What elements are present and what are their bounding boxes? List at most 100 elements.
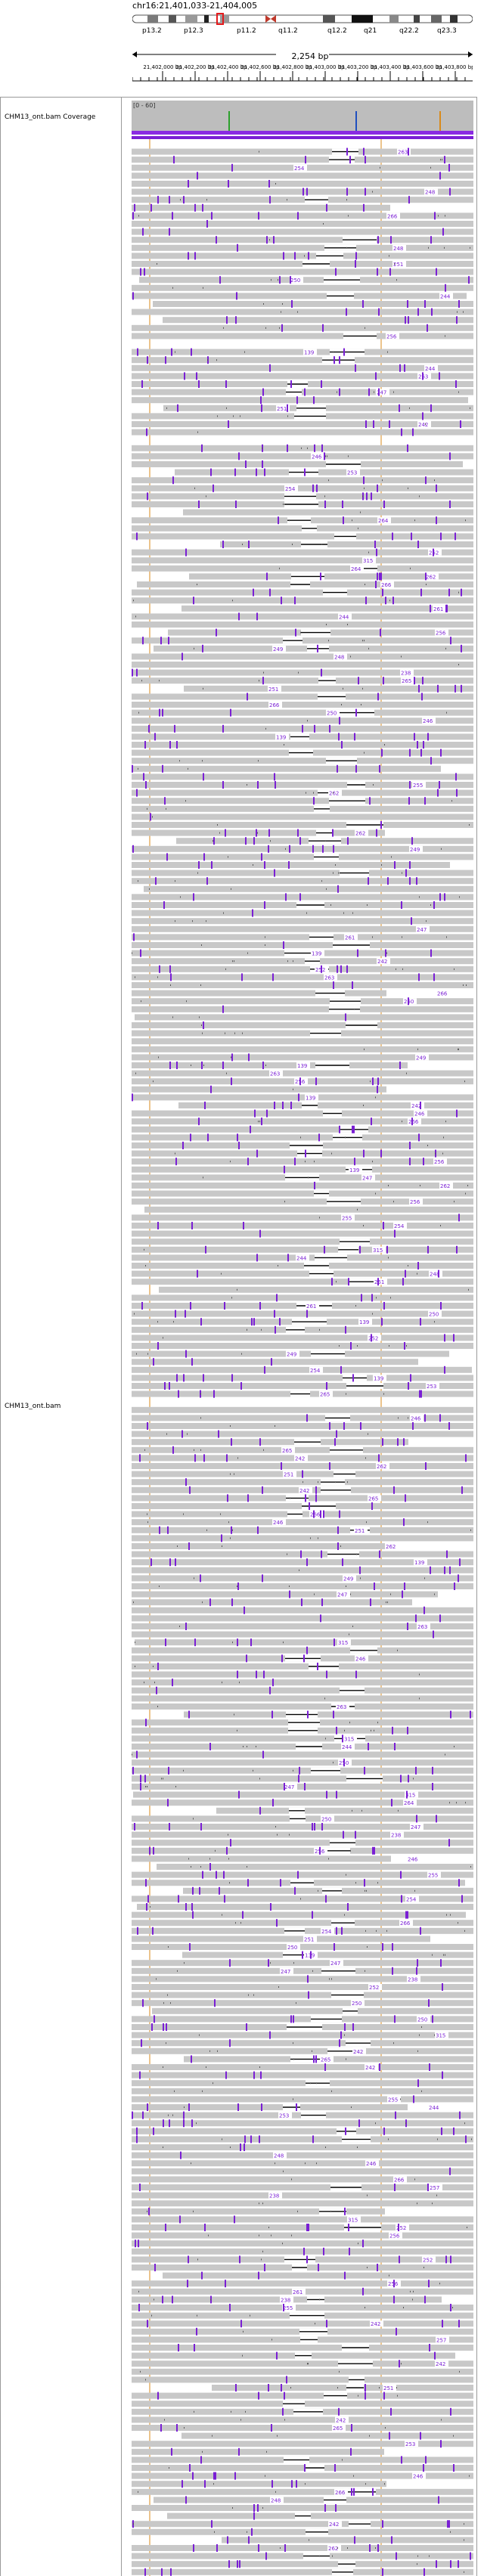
insertion-marker[interactable] — [420, 588, 422, 597]
insertion-marker[interactable] — [383, 677, 384, 685]
insertion-marker[interactable] — [180, 2151, 182, 2159]
alignment-read[interactable] — [132, 1214, 473, 1221]
insertion-marker[interactable] — [268, 2384, 269, 2392]
alignment-read[interactable] — [132, 789, 473, 796]
insertion-marker[interactable] — [351, 2424, 352, 2432]
alignment-read[interactable] — [159, 1286, 473, 1293]
insertion-marker[interactable] — [448, 2520, 450, 2528]
insertion-marker[interactable] — [414, 733, 415, 741]
insertion-marker[interactable] — [191, 1903, 193, 1911]
alignment-read[interactable] — [132, 1310, 473, 1317]
insertion-marker[interactable] — [301, 1598, 302, 1607]
alignment-read[interactable] — [132, 718, 473, 724]
insertion-marker[interactable] — [169, 1062, 171, 1069]
insertion-marker[interactable] — [322, 845, 324, 853]
alignment-read[interactable] — [132, 998, 473, 1005]
insertion-marker[interactable] — [355, 364, 356, 372]
alignment-read[interactable] — [132, 798, 473, 804]
insertion-marker[interactable] — [401, 2456, 402, 2464]
insertion-marker[interactable] — [391, 2536, 392, 2544]
insertion-marker[interactable] — [371, 1294, 373, 1302]
insertion-marker[interactable] — [163, 2119, 164, 2128]
insertion-marker[interactable] — [238, 1790, 240, 1799]
insertion-marker[interactable] — [264, 861, 265, 869]
insertion-marker[interactable] — [317, 1663, 318, 1670]
alignment-read[interactable] — [132, 669, 473, 676]
alignment-read[interactable] — [132, 693, 473, 700]
insertion-marker[interactable] — [411, 1118, 413, 1126]
insertion-marker[interactable] — [309, 1502, 310, 1510]
insertion-marker[interactable] — [411, 917, 412, 925]
insertion-marker[interactable] — [264, 2264, 265, 2271]
insertion-marker[interactable] — [417, 541, 419, 548]
insertion-marker[interactable] — [313, 1510, 315, 1518]
alignment-read[interactable] — [132, 1583, 473, 1589]
insertion-marker[interactable] — [247, 693, 248, 701]
alignment-read[interactable] — [132, 477, 473, 484]
insertion-marker[interactable] — [461, 684, 462, 693]
alignment-read[interactable] — [132, 1094, 473, 1101]
insertion-marker[interactable] — [383, 1222, 384, 1229]
alignment-read[interactable] — [132, 453, 473, 460]
insertion-marker[interactable] — [334, 1943, 335, 1951]
insertion-marker[interactable] — [169, 2119, 170, 2128]
insertion-marker[interactable] — [199, 1886, 200, 1895]
insertion-marker[interactable] — [198, 1118, 200, 1126]
insertion-marker[interactable] — [166, 853, 168, 861]
insertion-marker[interactable] — [237, 1670, 238, 1679]
insertion-marker[interactable] — [306, 1310, 308, 1318]
insertion-marker[interactable] — [183, 2119, 185, 2128]
alignment-read[interactable] — [132, 253, 473, 259]
insertion-marker[interactable] — [339, 388, 340, 396]
alignment-read[interactable] — [132, 974, 473, 981]
insertion-marker[interactable] — [203, 773, 204, 781]
insertion-marker[interactable] — [178, 2344, 179, 2351]
insertion-marker[interactable] — [377, 572, 378, 581]
insertion-marker[interactable] — [326, 1670, 327, 1679]
alignment-read[interactable] — [132, 373, 473, 380]
insertion-marker[interactable] — [336, 1726, 337, 1734]
insertion-marker[interactable] — [294, 1886, 296, 1895]
alignment-read[interactable] — [132, 1751, 473, 1758]
insertion-marker[interactable] — [312, 845, 314, 853]
alignment-track-name[interactable]: CHM13_ont.bam — [5, 1403, 61, 1410]
insertion-marker[interactable] — [372, 2488, 374, 2496]
alignment-read[interactable] — [132, 2521, 473, 2528]
insertion-marker[interactable] — [213, 2472, 215, 2480]
alignment-read[interactable] — [132, 1343, 473, 1349]
insertion-marker[interactable] — [470, 1710, 471, 1719]
insertion-marker[interactable] — [422, 412, 424, 420]
alignment-read[interactable] — [132, 1463, 473, 1469]
insertion-marker[interactable] — [167, 1799, 169, 1807]
insertion-marker[interactable] — [209, 1863, 211, 1871]
insertion-marker[interactable] — [398, 2224, 399, 2231]
insertion-marker[interactable] — [442, 2071, 443, 2079]
insertion-marker[interactable] — [289, 845, 290, 853]
insertion-marker[interactable] — [321, 965, 322, 973]
alignment-read[interactable] — [132, 1110, 473, 1117]
insertion-marker[interactable] — [342, 1734, 343, 1743]
insertion-marker[interactable] — [256, 829, 257, 837]
insertion-marker[interactable] — [202, 1871, 203, 1879]
insertion-marker[interactable] — [348, 1278, 349, 1286]
insertion-marker[interactable] — [268, 1959, 269, 1967]
insertion-marker[interactable] — [383, 1302, 385, 1310]
insertion-marker[interactable] — [312, 1823, 313, 1830]
insertion-marker[interactable] — [340, 965, 342, 973]
insertion-marker[interactable] — [468, 276, 470, 284]
insertion-marker[interactable] — [175, 1158, 177, 1166]
insertion-marker[interactable] — [237, 2103, 239, 2111]
insertion-marker[interactable] — [377, 2544, 379, 2552]
insertion-marker[interactable] — [439, 372, 440, 380]
insertion-marker[interactable] — [266, 1109, 268, 1118]
coverage-track[interactable]: [0 - 60] — [132, 101, 473, 135]
insertion-marker[interactable] — [458, 2320, 460, 2328]
insertion-marker[interactable] — [423, 2464, 424, 2472]
insertion-marker[interactable] — [229, 2039, 231, 2047]
alignment-read[interactable] — [132, 221, 473, 227]
insertion-marker[interactable] — [166, 2023, 167, 2031]
insertion-marker[interactable] — [333, 981, 334, 989]
insertion-marker[interactable] — [409, 1142, 411, 1149]
insertion-marker[interactable] — [179, 2215, 181, 2224]
